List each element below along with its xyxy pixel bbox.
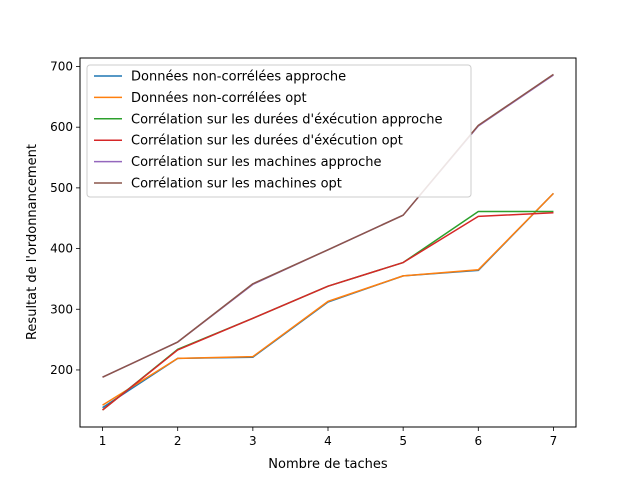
series-line-6 (102, 73, 554, 378)
y-tick-label: 300 (50, 302, 73, 316)
legend: Données non-corrélées approche Données no… (86, 64, 472, 198)
x-tick-label: 3 (249, 434, 257, 448)
x-tick-label: 4 (324, 434, 332, 448)
y-tick-label: 200 (50, 363, 73, 377)
legend-label-2: Données non-corrélées opt (131, 91, 307, 106)
y-axis-label: Resultat de l'ordonnancement (25, 144, 40, 340)
x-tick-label: 5 (399, 434, 407, 448)
x-tick-label: 7 (550, 434, 558, 448)
legend-label-4: Corrélation sur les durées d'éxécution o… (131, 134, 403, 149)
y-tick-label: 400 (50, 242, 73, 256)
x-tick-label: 1 (99, 434, 107, 448)
legend-box (86, 64, 472, 198)
y-tick-label: 500 (50, 181, 73, 195)
series-line-4 (102, 212, 554, 411)
y-axis-ticks: 200 300 400 500 600 700 (50, 59, 80, 377)
series-line-3 (102, 210, 554, 411)
legend-label-1: Données non-corrélées approche (131, 70, 346, 85)
series-line-2 (102, 192, 554, 406)
legend-label-5: Corrélation sur les machines approche (131, 155, 381, 170)
x-tick-label: 2 (174, 434, 182, 448)
series-line-1 (102, 192, 554, 409)
y-tick-label: 600 (50, 120, 73, 134)
x-axis-ticks: 1 2 3 4 5 6 7 (99, 427, 558, 448)
y-tick-label: 700 (50, 59, 73, 73)
x-tick-label: 6 (474, 434, 482, 448)
x-axis-label: Nombre de taches (268, 457, 388, 472)
legend-label-6: Corrélation sur les machines opt (131, 177, 342, 192)
series-lines (102, 73, 554, 411)
legend-label-3: Corrélation sur les durées d'éxécution a… (131, 112, 442, 127)
